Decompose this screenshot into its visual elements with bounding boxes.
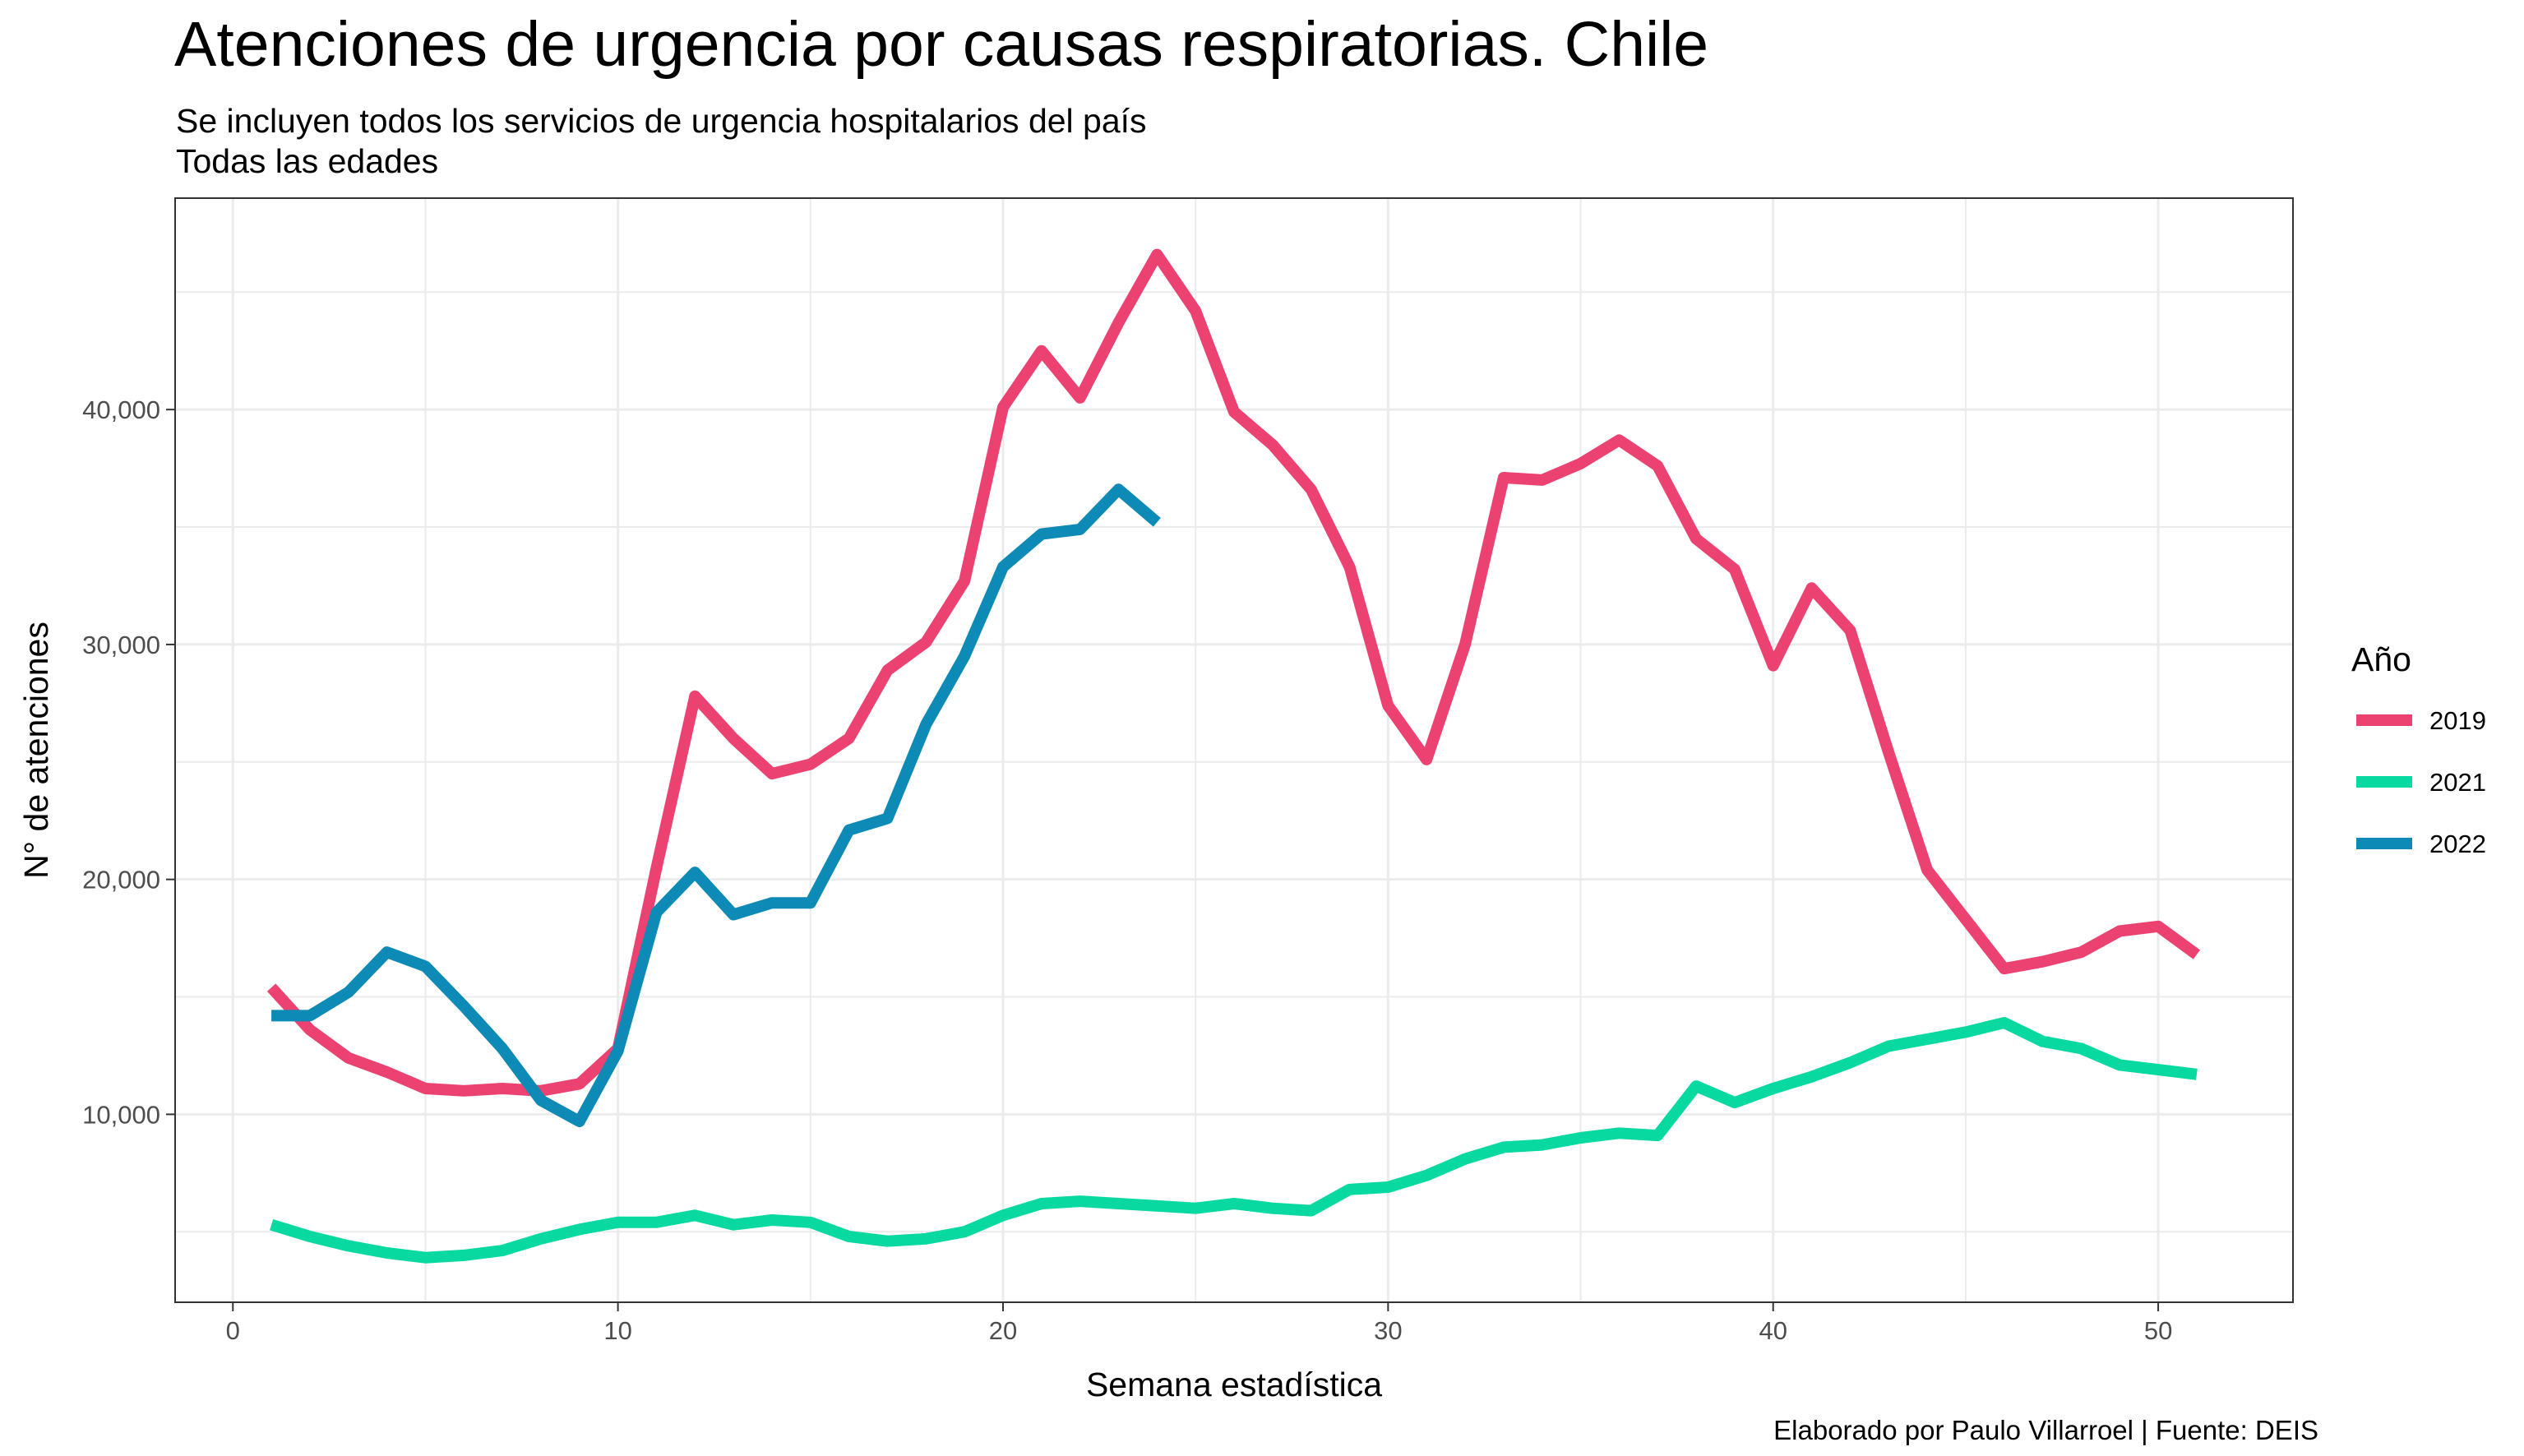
y-tick-label: 10,000 [82, 1100, 160, 1129]
x-tick-label: 10 [603, 1316, 631, 1345]
x-tick-label: 30 [1374, 1316, 1402, 1345]
chart-title: Atenciones de urgencia por causas respir… [174, 9, 1709, 80]
grid-lines [175, 198, 2293, 1302]
series-line-2019 [266, 248, 2201, 1097]
x-tick-label: 50 [2144, 1316, 2172, 1345]
y-tick-label: 40,000 [82, 395, 160, 424]
series-lines [266, 248, 2201, 1264]
plot-panel-border [174, 197, 2294, 1303]
y-axis-title: N° de atenciones [17, 622, 55, 879]
y-tick-label: 30,000 [82, 631, 160, 659]
legend-label-2022: 2022 [2429, 830, 2486, 858]
x-tick-label: 40 [1759, 1316, 1787, 1345]
x-axis-title: Semana estadística [1086, 1366, 1382, 1403]
legend: Año 2019 2021 2022 [2351, 640, 2486, 858]
series-line-2021 [270, 1017, 2198, 1264]
series-line-2022 [271, 483, 1161, 1127]
legend-label-2019: 2019 [2429, 706, 2486, 735]
axes: 0 10 20 30 40 50 10,000 20,000 30,000 40,000 [82, 395, 2172, 1345]
chart-caption: Elaborado por Paulo Villarroel | Fuente:… [1773, 1415, 2318, 1445]
chart-subtitle-line-1: Se incluyen todos los servicios de urgen… [176, 102, 1147, 140]
legend-label-2021: 2021 [2429, 768, 2486, 797]
x-tick-label: 0 [226, 1316, 240, 1345]
x-tick-label: 20 [989, 1316, 1017, 1345]
chart-subtitle-line-2: Todas las edades [176, 142, 439, 180]
y-tick-label: 20,000 [82, 866, 160, 894]
legend-title: Año [2351, 640, 2411, 678]
